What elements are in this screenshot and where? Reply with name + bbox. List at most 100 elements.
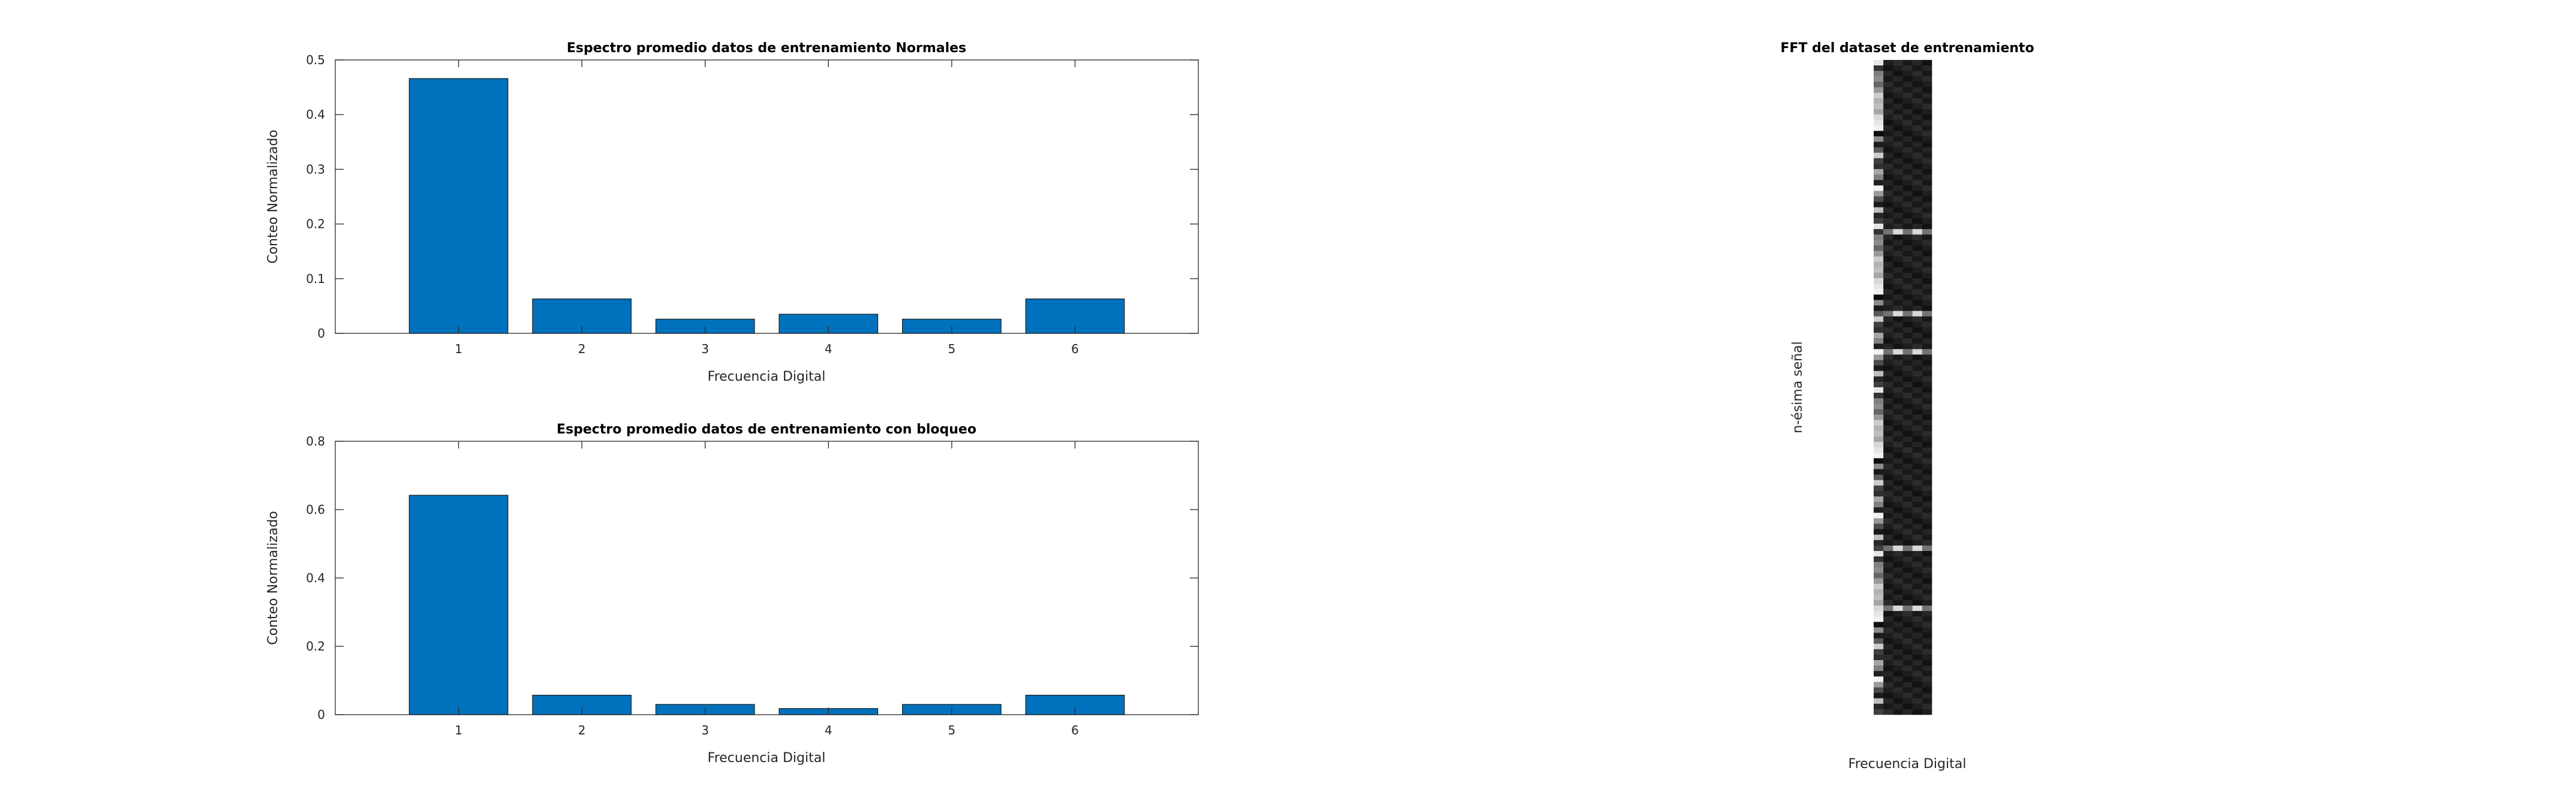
heatmap-cell xyxy=(1883,666,1893,671)
heatmap-cell xyxy=(1883,709,1893,715)
heatmap-cell xyxy=(1883,174,1893,180)
heatmap-cell xyxy=(1883,600,1893,606)
heatmap-cell xyxy=(1893,321,1903,328)
y-tick-label: 0.1 xyxy=(306,272,325,286)
heatmap-cell xyxy=(1912,212,1923,219)
heatmap-cell xyxy=(1893,234,1903,240)
heatmap-cell xyxy=(1922,92,1932,98)
heatmap-cell xyxy=(1874,371,1884,377)
x-tick-label: 6 xyxy=(1071,723,1079,737)
heatmap-cell xyxy=(1922,403,1932,409)
heatmap-cell xyxy=(1902,261,1913,268)
heatmap-cell xyxy=(1883,518,1893,524)
heatmap-cell xyxy=(1893,185,1903,191)
heatmap-cell xyxy=(1883,169,1893,175)
heatmap-cell xyxy=(1874,261,1884,268)
heatmap-cell xyxy=(1883,534,1893,541)
heatmap-cell xyxy=(1883,414,1893,420)
heatmap-cell xyxy=(1902,82,1913,88)
heatmap-cell xyxy=(1874,649,1884,655)
heatmap-cell xyxy=(1912,158,1923,164)
heatmap-cell xyxy=(1902,414,1913,420)
heatmap-cell xyxy=(1922,218,1932,224)
heatmap-cell xyxy=(1883,365,1893,371)
heatmap-cell xyxy=(1912,229,1923,235)
heatmap-cell xyxy=(1912,174,1923,180)
heatmap-cell xyxy=(1893,692,1903,698)
heatmap-cell xyxy=(1883,430,1893,437)
heatmap-cell xyxy=(1893,567,1903,573)
heatmap-cell xyxy=(1893,103,1903,110)
heatmap-cell xyxy=(1874,703,1884,710)
heatmap-cell xyxy=(1874,666,1884,671)
heatmap-cell xyxy=(1922,589,1932,595)
heatmap-cell xyxy=(1874,485,1884,492)
heatmap-cell xyxy=(1893,180,1903,186)
heatmap-cell xyxy=(1874,87,1884,93)
heatmap-cell xyxy=(1922,294,1932,300)
heatmap-cell xyxy=(1902,562,1913,568)
heatmap-cell xyxy=(1893,360,1903,366)
heatmap-cell xyxy=(1874,381,1884,388)
heatmap-cell xyxy=(1874,180,1884,186)
heatmap-cell xyxy=(1912,709,1923,715)
heatmap-cell xyxy=(1883,196,1893,202)
heatmap-cell xyxy=(1902,627,1913,633)
heatmap-cell xyxy=(1883,333,1893,339)
heatmap-cell xyxy=(1874,65,1884,71)
heatmap-cell xyxy=(1883,540,1893,546)
heatmap-cell xyxy=(1883,185,1893,191)
heatmap-cell xyxy=(1902,480,1913,486)
heatmap-cell xyxy=(1874,300,1884,306)
heatmap-cell xyxy=(1874,414,1884,420)
heatmap-cell xyxy=(1874,709,1884,715)
heatmap-cell xyxy=(1912,191,1923,197)
heatmap-cell xyxy=(1912,278,1923,284)
heatmap-cell xyxy=(1893,218,1903,224)
heatmap-cell xyxy=(1912,638,1923,644)
heatmap-cell xyxy=(1874,125,1884,131)
heatmap-cell xyxy=(1883,278,1893,284)
heatmap-cell xyxy=(1874,687,1884,693)
heatmap-cell xyxy=(1893,660,1903,666)
heatmap-cell xyxy=(1893,251,1903,257)
heatmap-cell xyxy=(1893,583,1903,589)
heatmap-cell xyxy=(1883,463,1893,469)
heatmap-cell xyxy=(1902,469,1913,475)
heatmap-cell xyxy=(1893,414,1903,420)
heatmap-cell xyxy=(1883,387,1893,393)
heatmap-cell xyxy=(1902,115,1913,121)
heatmap-cell xyxy=(1902,622,1913,628)
heatmap-cell xyxy=(1883,643,1893,650)
heatmap-cell xyxy=(1902,300,1913,306)
heatmap-cell xyxy=(1902,305,1913,311)
heatmap-cell xyxy=(1912,469,1923,475)
heatmap-cell xyxy=(1883,201,1893,207)
heatmap-cell xyxy=(1922,152,1932,159)
heatmap-cell xyxy=(1893,496,1903,502)
heatmap-cell xyxy=(1874,327,1884,333)
heatmap-cell xyxy=(1902,109,1913,115)
heatmap-cell xyxy=(1912,474,1923,480)
heatmap-cell xyxy=(1902,224,1913,230)
heatmap-cell xyxy=(1912,600,1923,606)
heatmap-cell xyxy=(1883,376,1893,383)
heatmap-cell xyxy=(1902,458,1913,464)
heatmap-cell xyxy=(1902,185,1913,191)
x-axis-label: Frecuencia Digital xyxy=(708,369,826,384)
heatmap-cell xyxy=(1902,371,1913,377)
heatmap-cell xyxy=(1922,240,1932,246)
heatmap-cell xyxy=(1912,131,1923,137)
heatmap-cell xyxy=(1902,201,1913,207)
heatmap-cell xyxy=(1922,393,1932,399)
heatmap-cell xyxy=(1883,60,1893,66)
heatmap-cell xyxy=(1912,660,1923,666)
heatmap-cell xyxy=(1893,92,1903,98)
heatmap-cell xyxy=(1912,267,1923,273)
heatmap-cell xyxy=(1902,365,1913,371)
heatmap-cell xyxy=(1922,409,1932,415)
heatmap-cell xyxy=(1912,490,1923,497)
heatmap-cell xyxy=(1883,147,1893,153)
heatmap-cell xyxy=(1893,425,1903,432)
heatmap-cell xyxy=(1922,496,1932,502)
